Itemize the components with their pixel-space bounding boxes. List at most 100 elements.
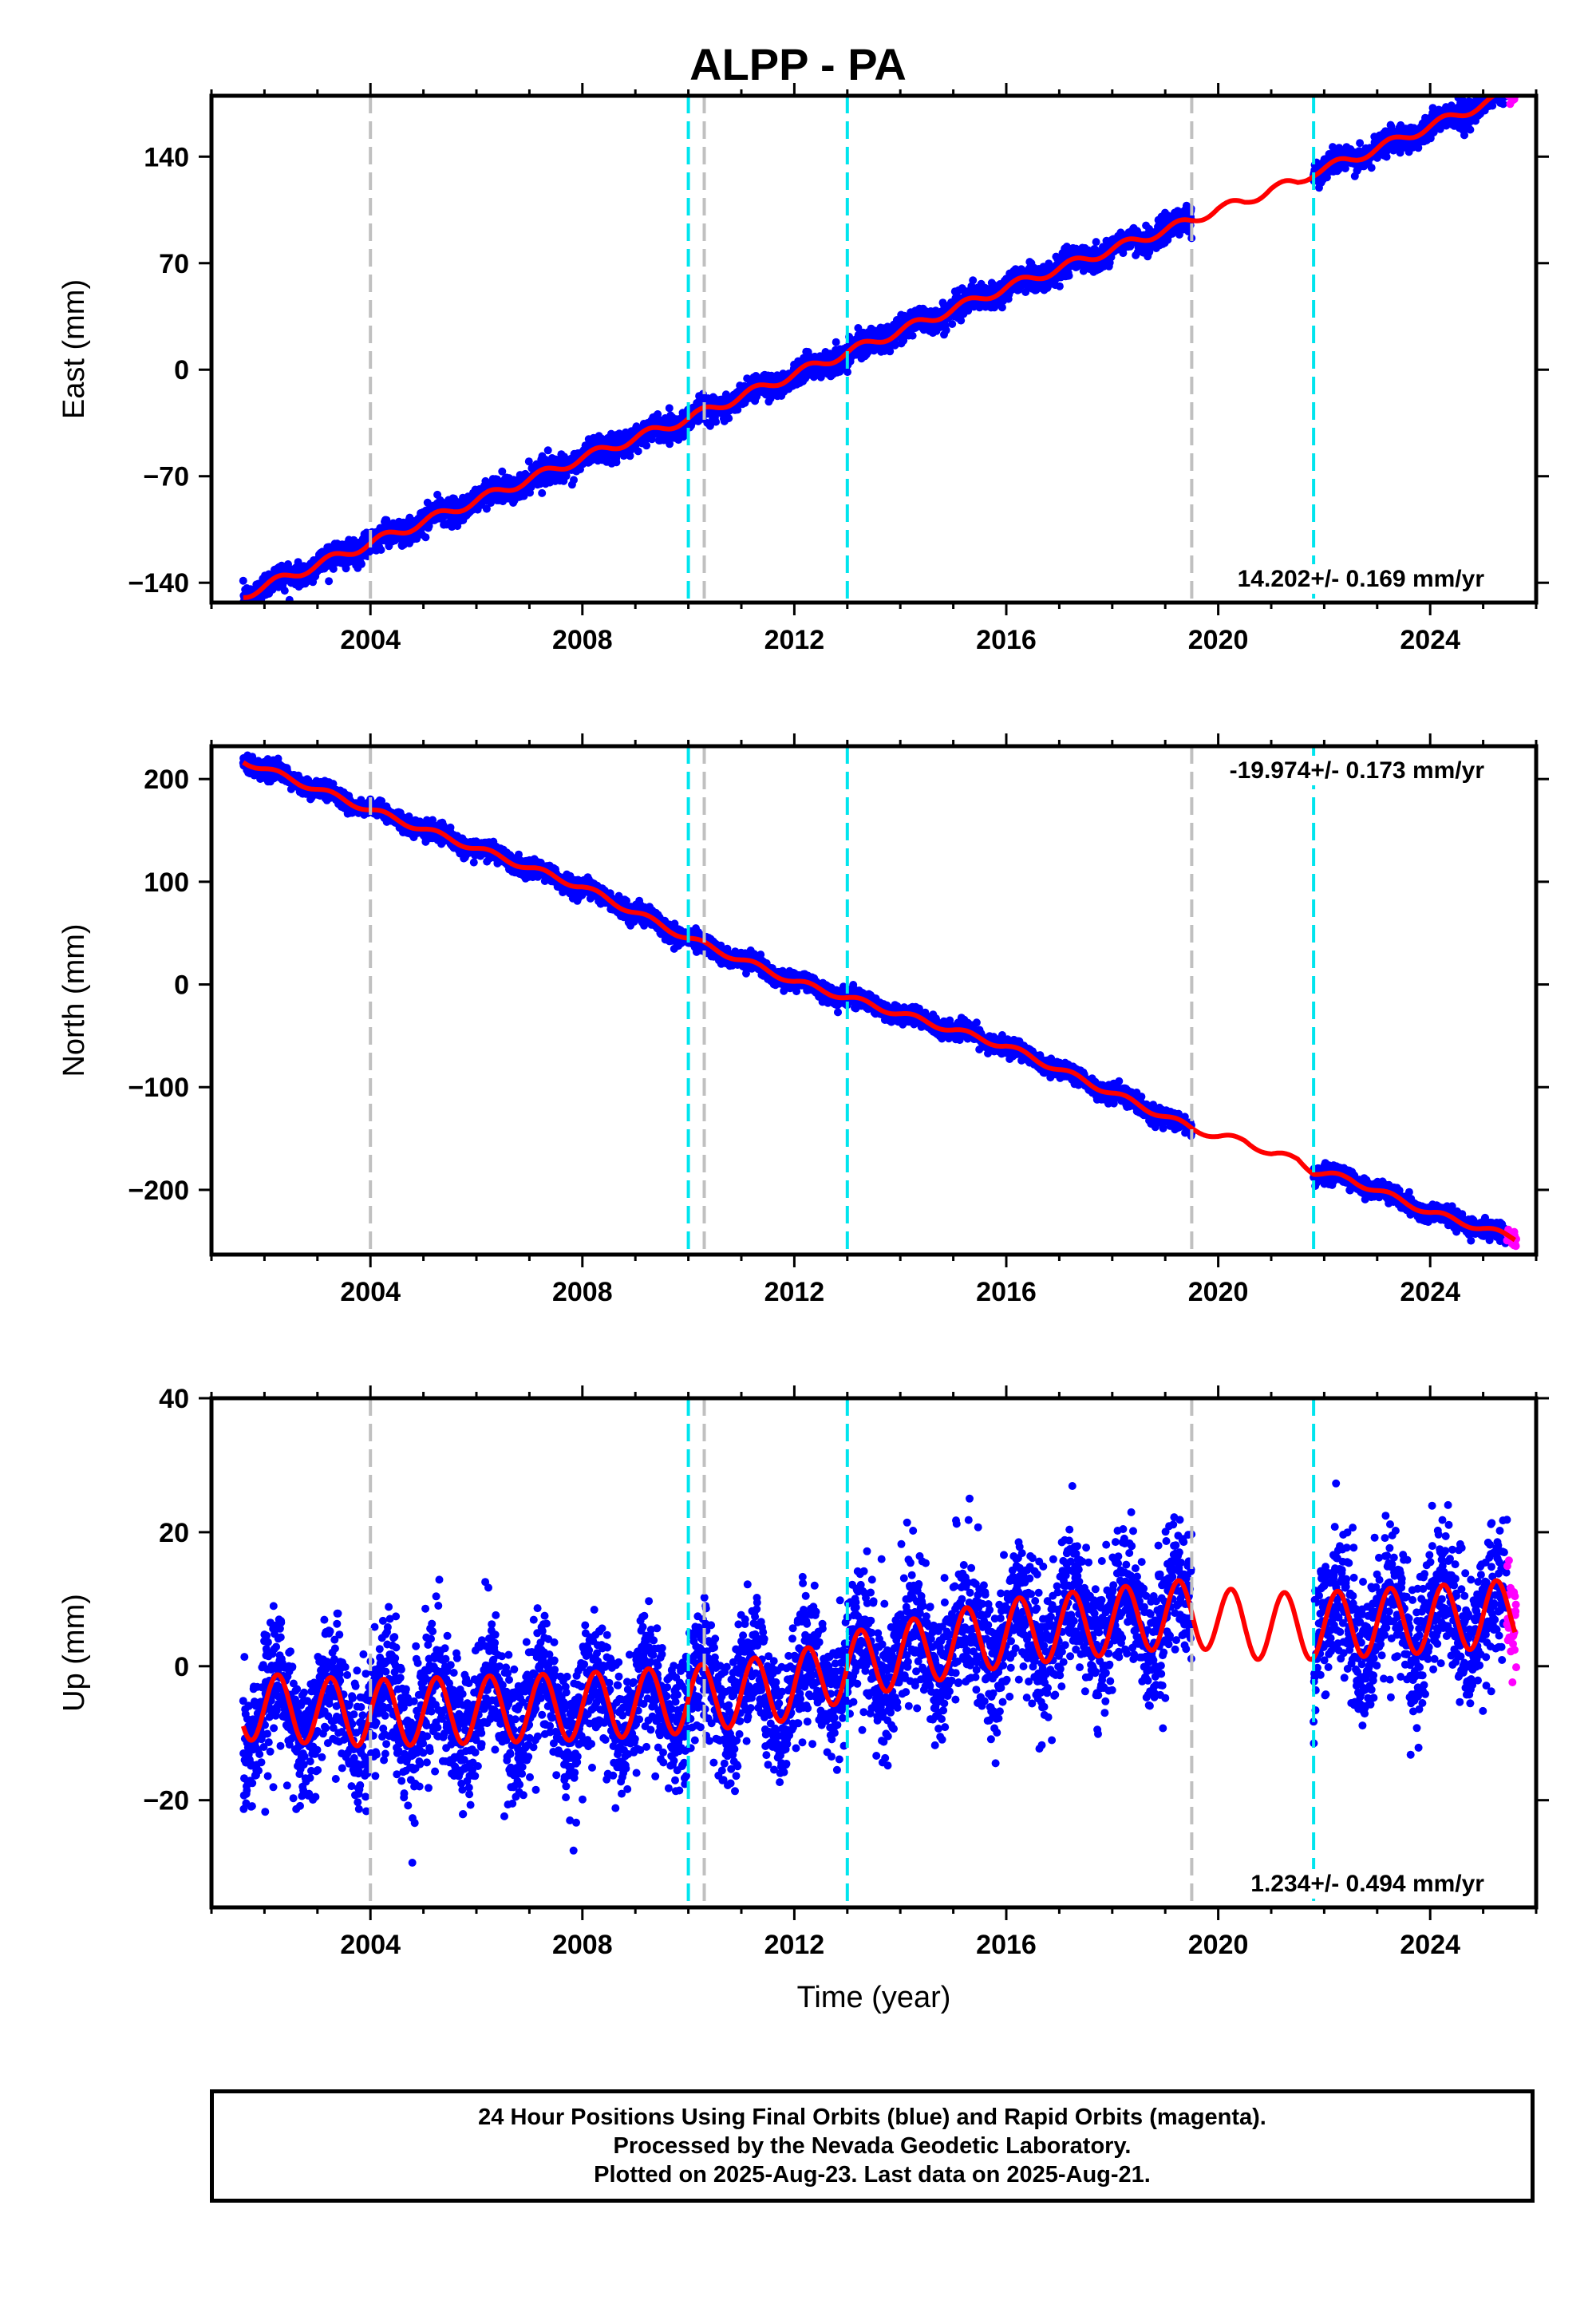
data-point xyxy=(1500,86,1508,94)
data-point xyxy=(1492,85,1500,93)
frame-east xyxy=(209,93,1539,605)
data-point xyxy=(1496,83,1504,91)
rapid-data-point xyxy=(1512,82,1520,90)
y-tick-label: 140 xyxy=(144,142,189,172)
data-point xyxy=(284,560,292,568)
data-point xyxy=(1065,271,1073,280)
x-tick-label: 2008 xyxy=(552,625,613,655)
data-point xyxy=(1414,144,1423,152)
x-tick-label: 2024 xyxy=(1400,625,1460,655)
page-title: ALPP - PA xyxy=(689,39,907,89)
data-point xyxy=(1487,86,1495,94)
data-point xyxy=(957,316,966,325)
data-point xyxy=(421,533,430,542)
panel-east: 2004 2008 2012 2016 2020 2024−140−70070140Eas… xyxy=(57,77,1549,655)
data-point xyxy=(942,326,950,334)
data-point xyxy=(538,488,547,497)
panel-north: 2004 2008 2012 2016 2020 2024−200−1000100200N… xyxy=(57,733,1549,1307)
data-point xyxy=(642,441,651,450)
data-point xyxy=(908,331,917,340)
data-point xyxy=(358,559,365,568)
data-point xyxy=(832,338,840,346)
data-point xyxy=(239,576,247,585)
data-point xyxy=(1488,101,1497,110)
data-point xyxy=(1494,84,1502,92)
data-point xyxy=(377,546,385,554)
rapid-data-point xyxy=(1505,84,1513,92)
data-point xyxy=(1092,238,1100,247)
data-point xyxy=(570,476,578,484)
data-point xyxy=(733,405,742,414)
data-point xyxy=(1489,83,1497,91)
data-point xyxy=(1489,86,1497,94)
data-point xyxy=(712,417,721,426)
data-point xyxy=(1501,82,1509,90)
data-point xyxy=(498,467,507,476)
y-axis-title: East (mm) xyxy=(57,279,91,419)
data-point xyxy=(325,577,334,586)
data-point xyxy=(948,320,957,328)
rapid-data-point xyxy=(1511,83,1519,91)
data-point xyxy=(1499,81,1507,89)
data-point xyxy=(562,472,571,480)
data-point xyxy=(482,504,491,513)
data-point xyxy=(1499,100,1507,109)
data-point xyxy=(1503,86,1511,94)
data-point xyxy=(612,458,621,467)
rapid-data-point xyxy=(1507,81,1515,89)
data-point xyxy=(648,435,656,444)
data-point xyxy=(1491,83,1499,91)
data-point xyxy=(543,446,552,455)
data-point xyxy=(329,564,338,573)
data-point xyxy=(1495,86,1503,94)
data-point xyxy=(1428,104,1437,113)
y-tick-label: 70 xyxy=(159,249,189,279)
data-point xyxy=(899,336,908,345)
data-point xyxy=(1499,85,1507,93)
data-point xyxy=(1367,164,1376,172)
data-point xyxy=(1490,85,1498,93)
data-point xyxy=(1356,139,1365,148)
data-point xyxy=(1492,85,1500,93)
rate-label-bg xyxy=(1232,564,1490,594)
rate-label-east: 14.202+/- 0.169 mm/yr xyxy=(1238,566,1485,592)
data-point xyxy=(626,452,634,460)
data-point xyxy=(1501,86,1509,94)
y-tick-label: −140 xyxy=(128,568,189,599)
plot-area-north xyxy=(239,746,1520,1255)
data-point xyxy=(248,753,257,761)
data-point xyxy=(666,440,674,449)
data-point xyxy=(969,276,978,285)
y-tick-label: 0 xyxy=(174,355,189,385)
data-point xyxy=(1466,125,1475,134)
data-point xyxy=(1489,82,1497,90)
x-tick-label: 2012 xyxy=(764,625,825,655)
x-tick-label: 2004 xyxy=(340,625,401,655)
data-point xyxy=(1493,81,1501,89)
data-point xyxy=(1484,85,1492,93)
data-point xyxy=(1502,82,1510,90)
plot-area-east xyxy=(239,77,1520,603)
data-point xyxy=(413,535,421,543)
model-line-east xyxy=(243,96,1515,600)
data-point xyxy=(998,303,1006,312)
data-point xyxy=(665,404,674,413)
data-point xyxy=(843,368,851,377)
data-point xyxy=(1460,131,1468,140)
data-point xyxy=(1499,85,1507,93)
data-point xyxy=(280,587,289,595)
x-tick-label: 2016 xyxy=(976,625,1037,655)
data-point xyxy=(725,414,733,423)
data-point xyxy=(294,558,302,567)
data-point xyxy=(1484,81,1492,89)
rapid-data-point xyxy=(1504,85,1512,93)
y-tick-label: −70 xyxy=(143,462,189,492)
data-point xyxy=(1382,152,1391,161)
rapid-data-point xyxy=(1511,86,1519,94)
data-point xyxy=(654,410,662,418)
data-point xyxy=(1503,77,1511,85)
data-point xyxy=(1497,86,1505,94)
data-point xyxy=(1500,85,1508,93)
data-point xyxy=(1055,282,1064,290)
